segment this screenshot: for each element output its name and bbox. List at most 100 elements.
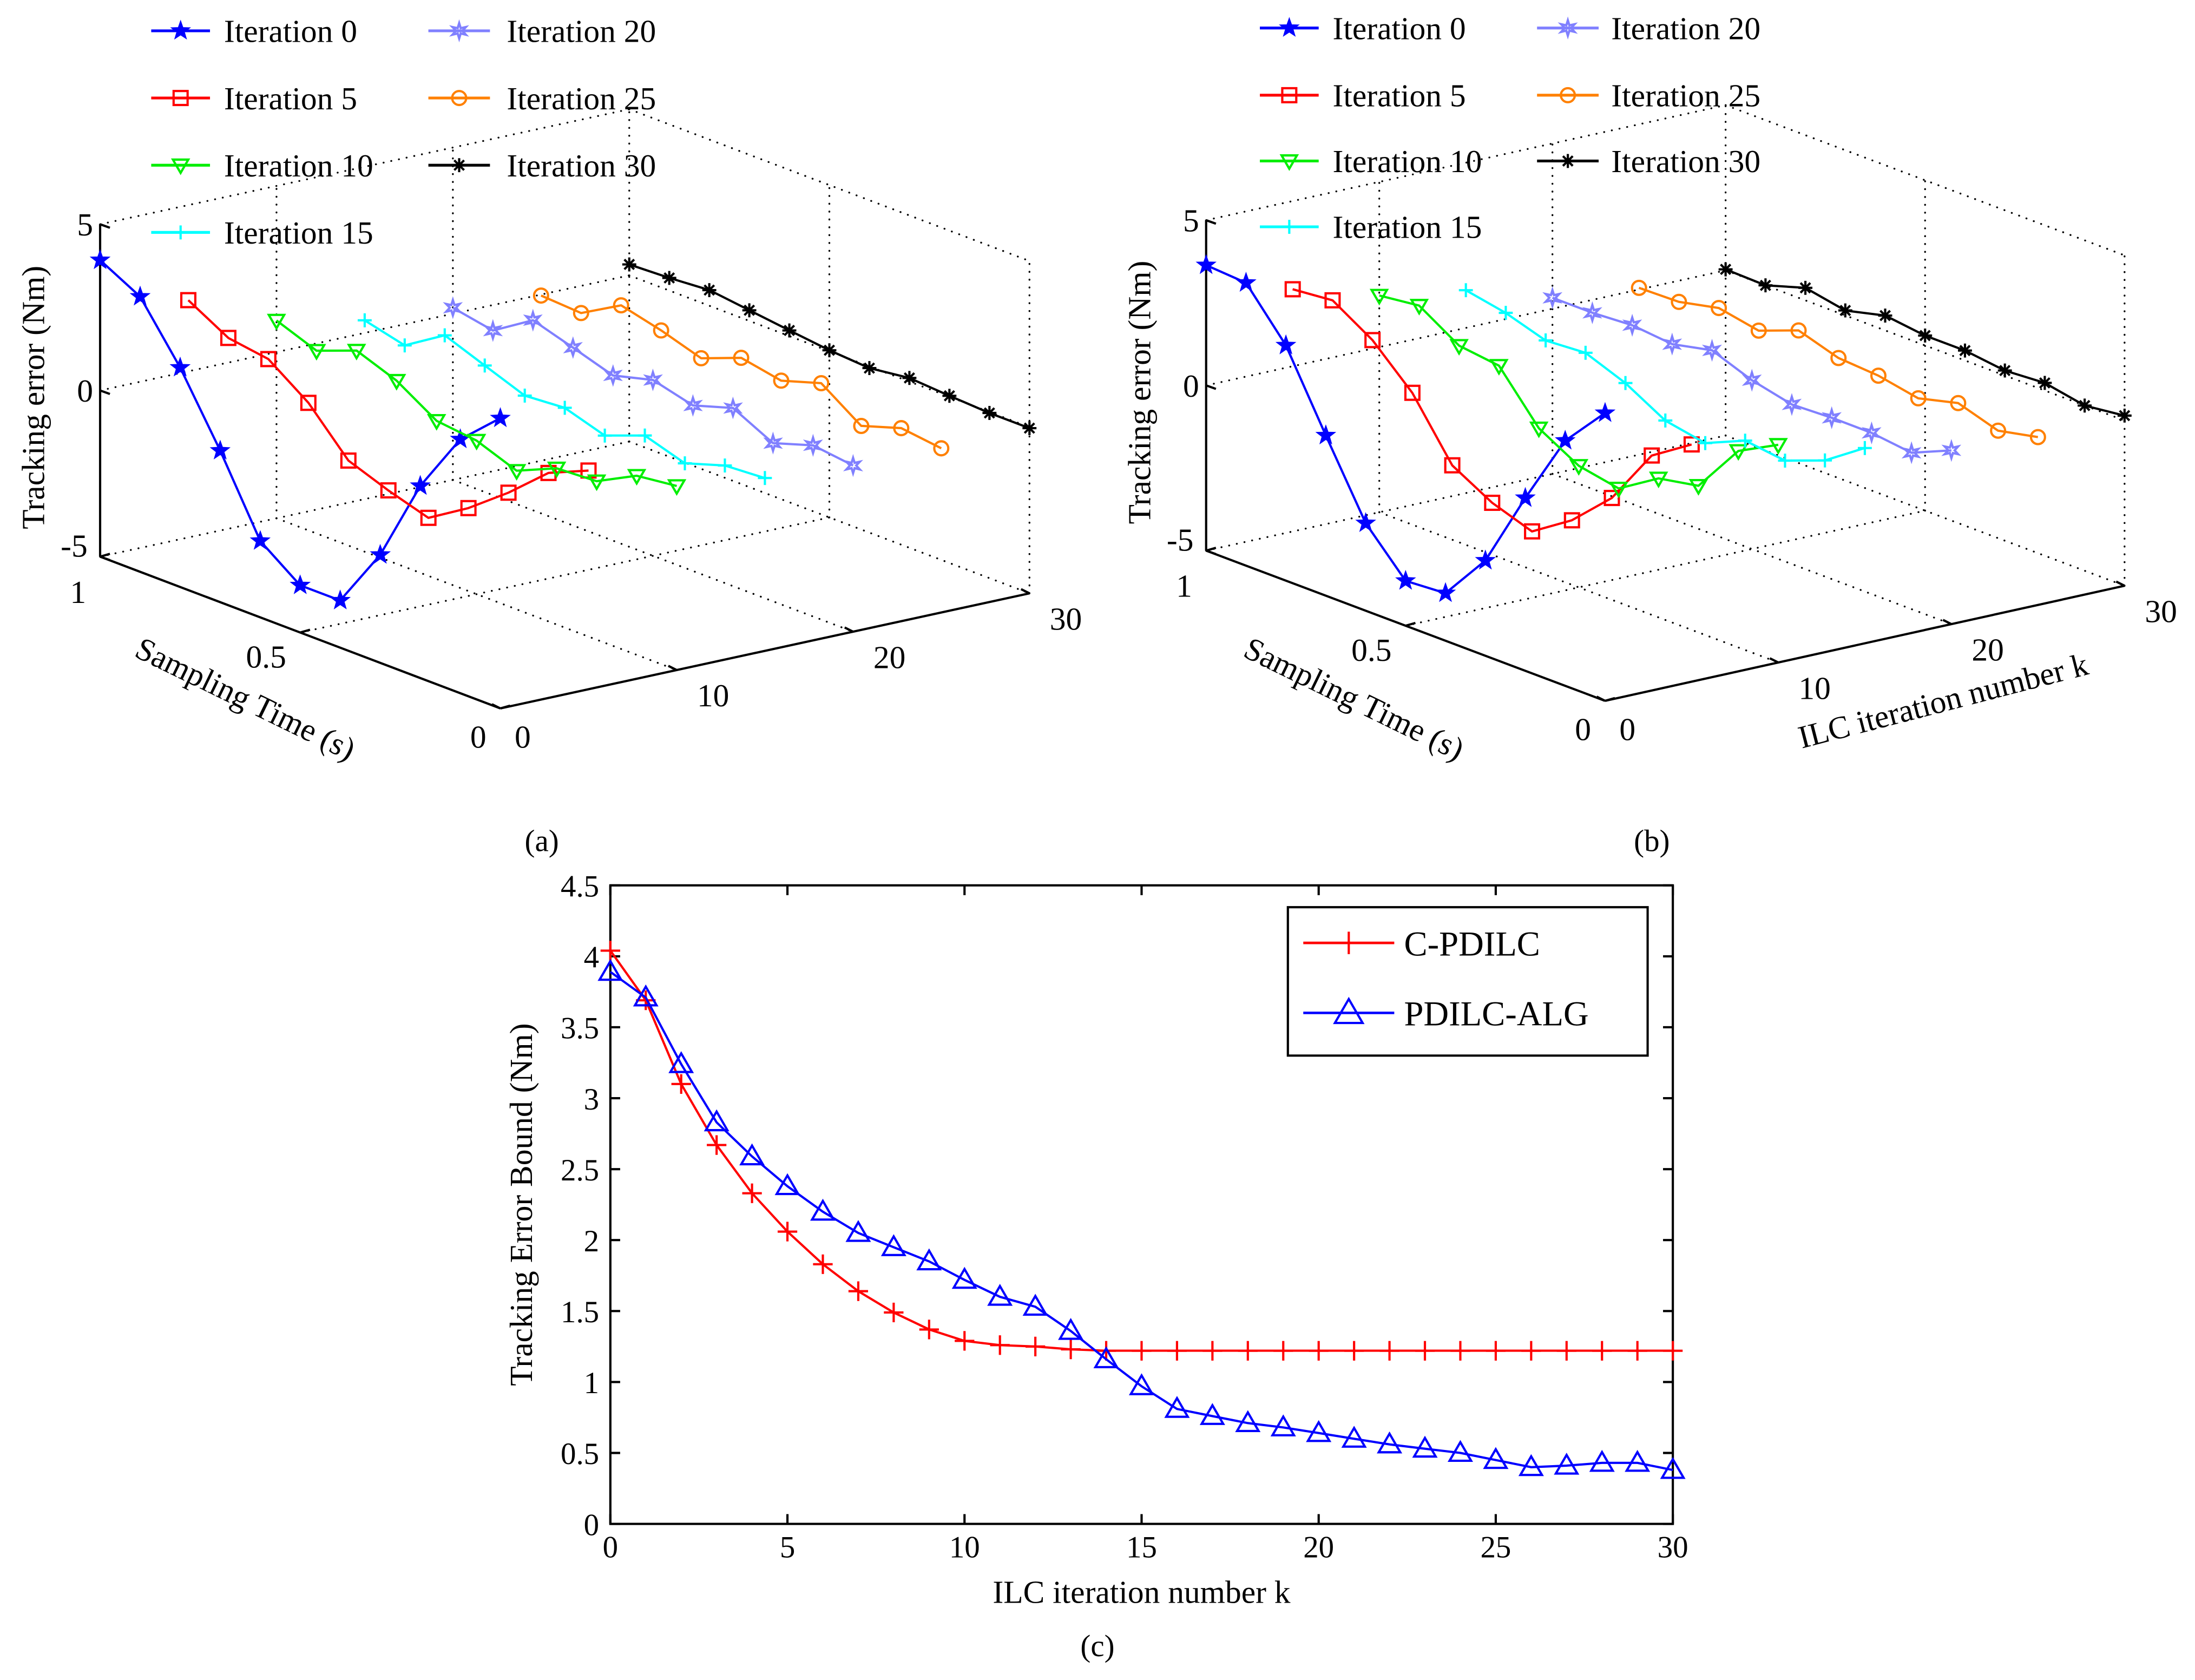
plus-marker bbox=[678, 456, 692, 470]
square-marker bbox=[340, 452, 357, 469]
z-tick-label: 5 bbox=[77, 207, 93, 242]
triangle-marker bbox=[739, 1143, 765, 1166]
time-tick bbox=[1605, 697, 1615, 702]
data-point bbox=[483, 319, 503, 342]
legend-label: Iteration 5 bbox=[1333, 78, 1466, 114]
plus-marker bbox=[597, 428, 612, 443]
hexagram-marker bbox=[1741, 369, 1762, 392]
asterisk-marker bbox=[1022, 421, 1037, 435]
legend-label: Iteration 20 bbox=[507, 14, 656, 49]
circle-marker bbox=[613, 297, 629, 314]
triangle-marker bbox=[667, 479, 687, 496]
series-iteration-0 bbox=[89, 249, 511, 610]
data-point bbox=[1164, 1396, 1190, 1418]
data-point bbox=[260, 351, 277, 368]
grid-line bbox=[1724, 269, 2126, 422]
data-point bbox=[763, 431, 783, 455]
asterisk-marker bbox=[1798, 280, 1813, 295]
data-point bbox=[443, 296, 463, 319]
data-point bbox=[1741, 369, 1762, 392]
star-marker bbox=[1594, 402, 1616, 422]
data-point bbox=[1782, 393, 1802, 416]
data-point bbox=[1658, 413, 1673, 428]
plus-marker bbox=[1556, 1341, 1576, 1361]
data-point bbox=[1518, 1454, 1544, 1476]
hexagram-marker bbox=[523, 309, 543, 332]
triangle-marker bbox=[668, 1051, 694, 1073]
star-marker bbox=[129, 285, 151, 306]
time-tick-label: 1 bbox=[1176, 568, 1192, 604]
iteration-tick bbox=[1942, 619, 1952, 625]
grid-line bbox=[1205, 104, 1727, 221]
data-point bbox=[933, 440, 950, 457]
legend-marker bbox=[449, 19, 469, 43]
data-point bbox=[1750, 322, 1767, 339]
square-marker bbox=[300, 395, 317, 411]
data-point bbox=[517, 389, 532, 403]
data-point bbox=[1529, 421, 1549, 438]
data-point bbox=[1589, 1449, 1615, 1472]
data-point bbox=[704, 1109, 730, 1132]
data-point bbox=[300, 395, 317, 411]
triangle-marker bbox=[987, 1284, 1013, 1306]
triangle-marker bbox=[1164, 1396, 1190, 1418]
star-marker bbox=[370, 543, 391, 564]
series-line bbox=[1465, 289, 1865, 462]
data-point bbox=[1379, 1341, 1399, 1361]
triangle-marker bbox=[916, 1248, 942, 1271]
square-marker bbox=[420, 509, 437, 526]
circle-marker bbox=[653, 322, 669, 339]
data-point bbox=[1798, 280, 1813, 295]
plus-marker bbox=[437, 328, 452, 343]
triangle-marker bbox=[1333, 996, 1365, 1025]
asterisk-marker bbox=[622, 257, 636, 272]
hexagram-marker bbox=[443, 296, 463, 319]
legend-entry: Iteration 25 bbox=[1537, 78, 1760, 114]
data-point bbox=[1958, 343, 1972, 358]
data-point bbox=[220, 330, 236, 346]
data-point bbox=[1275, 334, 1297, 355]
data-point bbox=[1718, 262, 1733, 277]
data-point bbox=[1918, 329, 1933, 343]
circle-marker bbox=[1830, 350, 1847, 366]
y-tick-label: 1 bbox=[584, 1366, 599, 1400]
star-marker bbox=[1435, 582, 1456, 602]
data-point bbox=[1284, 281, 1301, 298]
data-point bbox=[1555, 429, 1576, 450]
asterisk-marker bbox=[1838, 303, 1852, 318]
series-line bbox=[609, 970, 1673, 1472]
hexagram-marker bbox=[683, 394, 703, 417]
data-point bbox=[1364, 332, 1381, 349]
data-point bbox=[758, 471, 772, 485]
grid-line bbox=[628, 108, 1030, 262]
triangle-marker bbox=[1409, 299, 1429, 316]
data-point bbox=[733, 350, 750, 366]
plus-marker bbox=[517, 389, 532, 403]
panel-label: (c) bbox=[1080, 1629, 1114, 1663]
iteration-tick-label: 10 bbox=[1798, 670, 1830, 706]
triangle-marker bbox=[845, 1220, 871, 1242]
data-point bbox=[1324, 292, 1341, 309]
triangle-marker bbox=[1128, 1373, 1154, 1395]
data-point bbox=[1648, 471, 1668, 489]
hexagram-marker bbox=[1901, 441, 1922, 464]
data-point bbox=[1235, 272, 1257, 292]
legend-marker bbox=[1560, 87, 1576, 103]
circle-marker bbox=[813, 375, 830, 391]
series-iteration-30 bbox=[622, 257, 1037, 435]
circle-marker bbox=[733, 350, 750, 366]
data-point bbox=[1096, 1341, 1116, 1361]
iteration-tick-label: 0 bbox=[515, 719, 531, 754]
data-point bbox=[683, 394, 703, 417]
legend-marker bbox=[1279, 154, 1299, 171]
data-point bbox=[803, 434, 823, 457]
triangle-marker bbox=[1660, 1456, 1686, 1479]
asterisk-marker bbox=[662, 271, 676, 285]
iteration-tick bbox=[1596, 695, 1606, 702]
series-line bbox=[275, 319, 677, 487]
triangle-marker bbox=[347, 344, 366, 361]
circle-marker bbox=[1560, 87, 1576, 103]
legend-marker bbox=[1282, 220, 1297, 234]
triangle-marker bbox=[386, 373, 406, 391]
data-point bbox=[951, 1266, 977, 1289]
